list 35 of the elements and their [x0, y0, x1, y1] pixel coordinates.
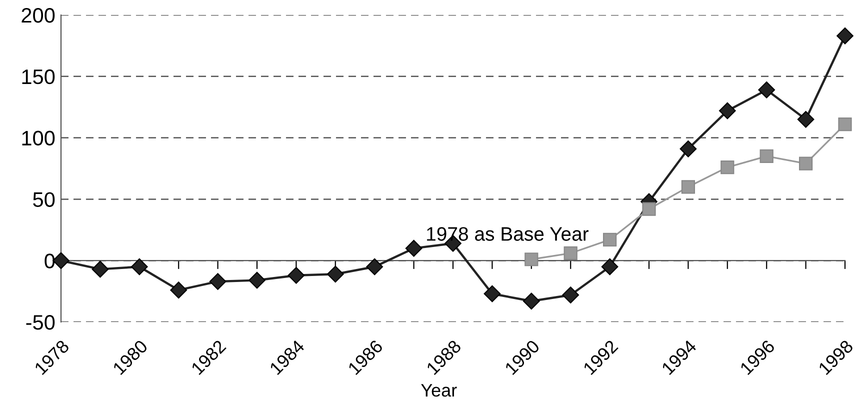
point: [405, 240, 422, 257]
y-tick-label: 50: [33, 192, 55, 207]
x-axis-title: Year: [421, 384, 457, 397]
point: [564, 246, 578, 260]
point: [484, 285, 501, 302]
point: [718, 102, 736, 120]
point: [836, 27, 854, 44]
point: [366, 258, 384, 276]
point: [524, 252, 538, 266]
y-tick-label: 0: [44, 254, 55, 268]
point: [681, 180, 696, 194]
point: [601, 258, 618, 276]
point: [642, 202, 656, 216]
point: [170, 282, 188, 298]
point: [602, 232, 617, 247]
point: [130, 258, 148, 276]
point: [838, 117, 852, 132]
point: [248, 272, 266, 289]
annotation: 1978 as Base Year: [427, 227, 589, 241]
point: [680, 140, 697, 158]
y-tick-label: 150: [22, 69, 55, 84]
point: [797, 110, 814, 128]
point: [288, 266, 305, 284]
point: [758, 81, 776, 98]
point: [326, 266, 344, 283]
y-tick-label: 200: [22, 8, 55, 23]
point: [522, 292, 540, 310]
point: [562, 286, 580, 304]
point: [760, 149, 774, 164]
point: [720, 160, 734, 174]
point: [798, 156, 813, 170]
point: [209, 273, 226, 290]
y-tick-label: -50: [26, 315, 55, 330]
point: [92, 260, 109, 278]
y-tick-label: 100: [22, 130, 55, 146]
